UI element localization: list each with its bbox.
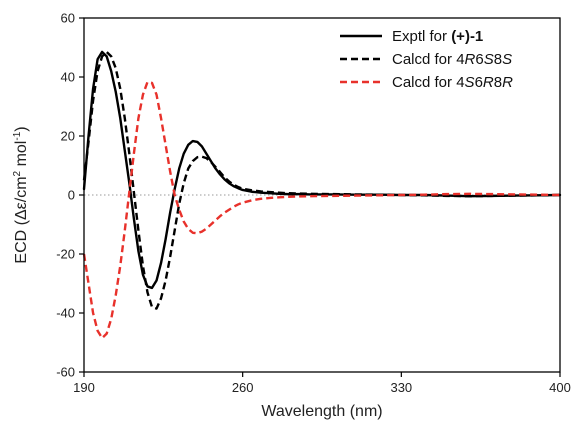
y-axis-title-sup-a: 2: [12, 170, 23, 176]
y-tick-label: -60: [56, 365, 75, 380]
x-tick-label: 400: [549, 380, 571, 395]
y-tick-label: 0: [68, 188, 75, 203]
legend-label-part: Calcd for 4: [392, 74, 465, 91]
legend-label-part: 8: [494, 51, 502, 68]
legend-label-part: 8: [494, 74, 502, 91]
legend-label-part: Calcd for 4: [392, 51, 465, 68]
y-tick-label: -20: [56, 247, 75, 262]
x-tick-label: 190: [73, 380, 95, 395]
y-axis-title-delta-eps: Δε: [13, 202, 30, 220]
legend-label-part: S: [465, 74, 475, 91]
legend-label-part: R: [483, 74, 494, 91]
series-layer: [82, 50, 562, 340]
y-tick-label: -40: [56, 306, 75, 321]
legend-label-part: R: [502, 74, 513, 91]
legend-label-part: Exptl for: [392, 28, 451, 45]
x-tick-label: 260: [232, 380, 254, 395]
y-axis-title-sup-b: -1: [12, 131, 23, 140]
x-tick-label: 330: [390, 380, 412, 395]
y-axis-title-tail: ): [13, 126, 30, 131]
legend-label-part: S: [502, 51, 512, 68]
x-axis-title: Wavelength (nm): [261, 403, 382, 420]
legend-label-part: R: [465, 51, 476, 68]
series-line-calcd-4s6r8r: [82, 80, 561, 340]
y-tick-label: 60: [61, 11, 75, 26]
y-axis-title-unit-a: /cm: [13, 176, 30, 202]
legend-label-part: 6: [475, 74, 483, 91]
y-axis-title-lead: ECD (: [13, 219, 30, 263]
tick-layer: 190 260 330 400 -60 -40 -20 0 20 40 60: [56, 11, 571, 396]
legend-label-part: (+)-1: [451, 28, 483, 45]
y-tick-label: 20: [61, 129, 75, 144]
legend-label-calcd-4r6s8s: Calcd for 4R6S8S: [392, 51, 512, 68]
legend-label-part: 6: [475, 51, 483, 68]
legend-label-exptl: Exptl for (+)-1: [392, 28, 483, 45]
y-tick-label: 40: [61, 70, 75, 85]
y-axis-title-unit-b: mol: [13, 141, 30, 171]
legend-label-calcd-4s6r8r: Calcd for 4S6R8R: [392, 74, 513, 91]
y-axis-title: ECD (Δε/cm2 mol-1): [12, 126, 30, 263]
legend-label-part: S: [484, 51, 494, 68]
